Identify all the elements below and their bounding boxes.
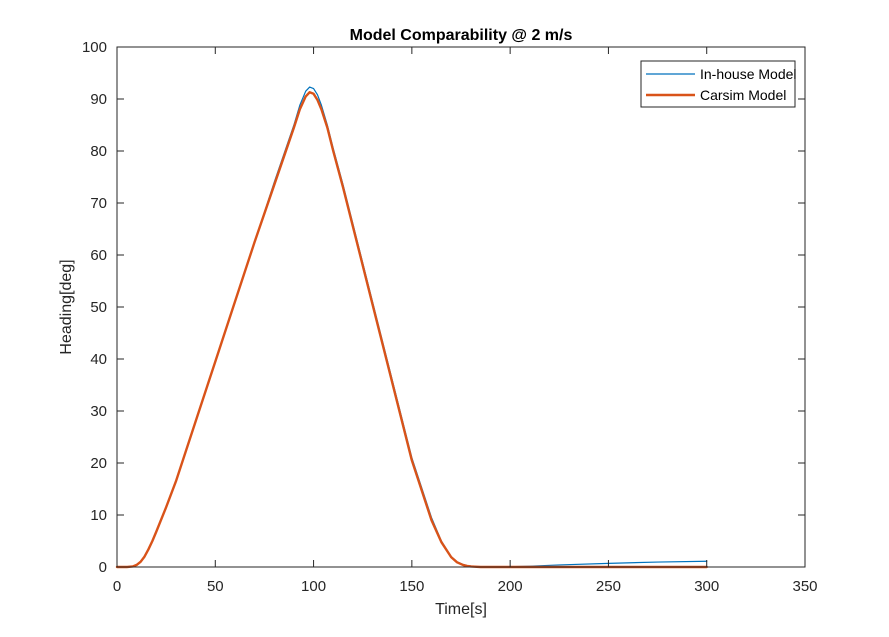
legend-label-0: In-house Model [700,66,797,82]
chart-title: Model Comparability @ 2 m/s [350,27,573,44]
y-tick-label: 40 [90,351,107,368]
legend-label-1: Carsim Model [700,87,786,103]
x-tick-label: 300 [694,578,719,595]
y-tick-label: 70 [90,195,107,212]
legend: In-house Model Carsim Model [640,60,797,108]
y-tick-label: 30 [90,403,107,420]
x-axis-title: Time[s] [435,601,487,618]
y-tick-label: 60 [90,247,107,264]
x-tick-label: 0 [113,578,121,595]
y-tick-label: 80 [90,143,107,160]
y-axis-title: Heading[deg] [58,259,75,354]
x-tick-label: 150 [399,578,424,595]
y-tick-label: 50 [90,299,107,316]
x-tick-label: 350 [792,578,817,595]
x-tick-label: 50 [207,578,224,595]
y-tick-label: 20 [90,455,107,472]
y-tick-label: 10 [90,507,107,524]
x-tick-label: 250 [596,578,621,595]
x-tick-label: 100 [301,578,326,595]
y-tick-label: 100 [82,39,107,56]
y-tick-label: 0 [99,559,107,576]
axes-layer: 0 50 100 150 200 250 300 350 0 10 20 30 40 50 60 70 80 90… [82,39,818,595]
plot-area [117,47,805,567]
x-tick-label: 200 [498,578,523,595]
legend-box [640,60,796,108]
y-tick-label: 90 [90,91,107,108]
